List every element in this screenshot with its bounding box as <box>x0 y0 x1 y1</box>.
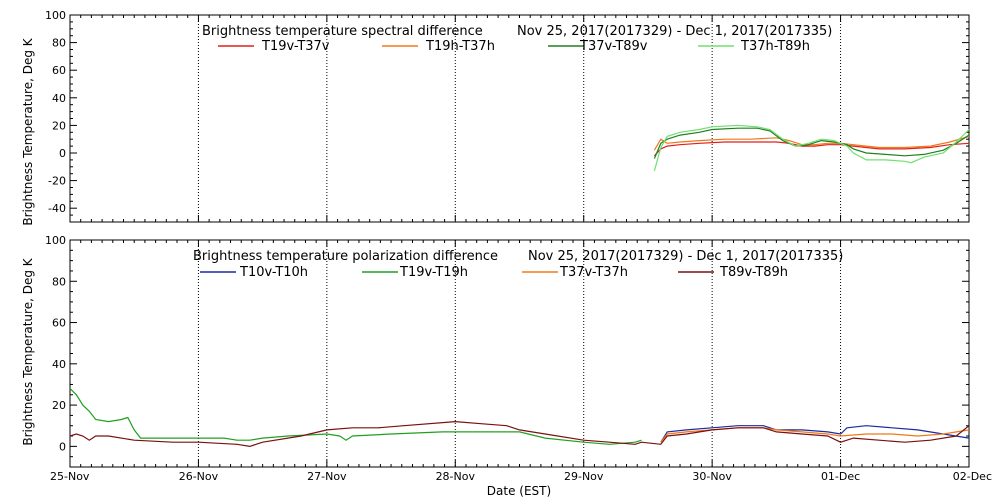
x-tick-label: 27-Nov <box>307 470 347 483</box>
y-tick-label: -40 <box>48 202 66 215</box>
x-tick-label: 26-Nov <box>179 470 219 483</box>
y-tick-label: 80 <box>52 37 66 50</box>
y-tick-label: -20 <box>48 175 66 188</box>
legend-label: T37h-T89h <box>740 39 810 54</box>
series-line-t19v-t19h <box>69 388 642 445</box>
x-tick-label: 25-Nov <box>50 470 90 483</box>
chart-title: Brightness temperature polarization diff… <box>193 249 498 264</box>
y-tick-label: 80 <box>52 275 66 288</box>
y-tick-label: 100 <box>45 9 66 22</box>
series-line-t37v-t89v <box>653 127 970 159</box>
legend-label: T19v-T37v <box>261 39 330 54</box>
x-tick-label: 01-Dec <box>821 470 860 483</box>
y-tick-label: 20 <box>52 119 66 132</box>
legend-label: T19h-T37h <box>425 39 495 54</box>
chart-subtitle: Nov 25, 2017(2017329) - Dec 1, 2017(2017… <box>517 24 832 39</box>
x-tick-label: 29-Nov <box>564 470 604 483</box>
y-tick-label: 40 <box>52 358 66 371</box>
series-line-t89v-t89h <box>69 420 970 448</box>
series-line-t37h-t89h <box>653 124 970 172</box>
y-tick-label: 0 <box>59 147 66 160</box>
series-line-t10v-t10h <box>660 425 970 443</box>
legend: T10v-T10h T19v-T19h T37v-T37h T89v-T89h <box>200 265 788 280</box>
polarization-difference-panel: 0 20 40 60 80 100 Brightness temperature pola… <box>21 234 970 468</box>
chart-subtitle: Nov 25, 2017(2017329) - Dec 1, 2017(2017… <box>528 249 843 264</box>
y-tick-label: 60 <box>52 64 66 77</box>
x-tick-label: 30-Nov <box>692 470 732 483</box>
legend-label: T37v-T89v <box>579 39 648 54</box>
series-line-t37v-t37h <box>660 427 970 443</box>
spectral-difference-panel: -40 -20 0 20 40 60 80 100 Brightness temperatur… <box>21 9 970 226</box>
y-tick-label: 60 <box>52 317 66 330</box>
y-tick-label: 40 <box>52 92 66 105</box>
x-tick-label: 02-Dec <box>953 470 992 483</box>
x-axis-label: Date (EST) <box>487 484 551 498</box>
legend-label: T89v-T89h <box>719 265 788 280</box>
x-tick-label: 28-Nov <box>436 470 476 483</box>
legend-label: T37v-T37h <box>559 265 628 280</box>
y-tick-label: 100 <box>45 234 66 247</box>
y-tick-label: 0 <box>59 440 66 453</box>
legend-label: T10v-T10h <box>239 265 308 280</box>
legend: T19v-T37v T19h-T37h T37v-T89v T37h-T89h <box>218 39 810 54</box>
x-tick-labels: 25-Nov 26-Nov 27-Nov 28-Nov 29-Nov 30-Nov 01-D… <box>50 470 992 483</box>
legend-label: T19v-T19h <box>399 265 468 280</box>
y-axis-label: Brightness Temperature, Deg K <box>21 37 35 225</box>
series-line-t19v-t37v <box>653 141 970 157</box>
chart-title: Brightness temperature spectral differen… <box>202 24 483 39</box>
y-tick-label: 20 <box>52 399 66 412</box>
y-axis-label: Brightness Temperature, Deg K <box>21 257 35 445</box>
